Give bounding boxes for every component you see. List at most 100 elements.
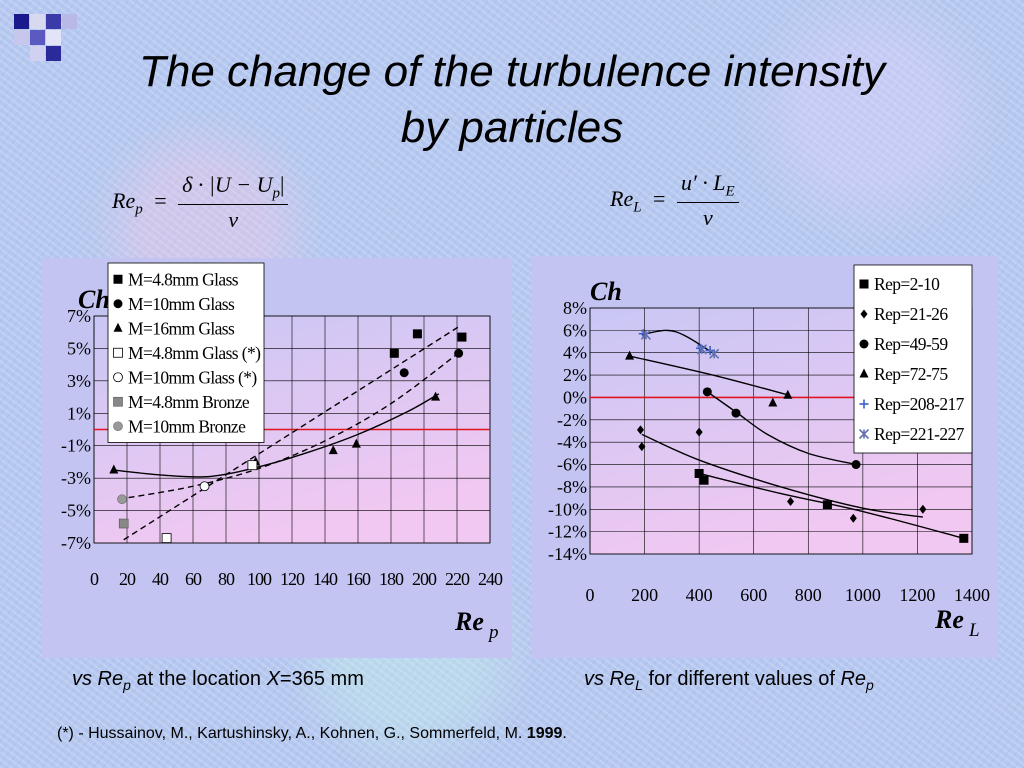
x-tick-label: 100 [247, 569, 272, 589]
caption-italic: vs Re [72, 668, 124, 690]
numerator-sub: E [725, 183, 735, 200]
data-point [640, 329, 652, 340]
x-tick-label: 40 [152, 569, 169, 589]
series-5 [640, 329, 720, 359]
y-tick-label: -10% [548, 499, 587, 519]
x-axis-title-sub: L [968, 620, 980, 641]
x-axis-title-sub: p [487, 622, 499, 643]
series-1 [399, 348, 464, 378]
legend-marker [113, 347, 123, 358]
formula-lhs-sub: L [633, 199, 642, 216]
data-point [851, 460, 861, 470]
series-3 [625, 350, 793, 407]
data-point [959, 533, 969, 543]
legend-entry: Rep=72-75 [874, 364, 948, 384]
legend-marker [858, 428, 870, 440]
title-line-1: The change of the turbulence intensity [138, 47, 886, 96]
formula-numerator: δ · |U − Up| [178, 172, 289, 206]
x-tick-label: 200 [631, 585, 658, 605]
x-tick-label: 600 [740, 585, 767, 605]
data-point [849, 513, 857, 523]
chart-right-panel: 8% 6% 4% 2% 0% -2% -4% -6% -8% -10% -12% -14% 0 200 40… [532, 256, 998, 658]
caption-sub: L [635, 677, 643, 693]
formula-numerator: u′ · LE [676, 170, 739, 204]
legend-entry: Rep=221-227 [874, 424, 965, 444]
series-2 [702, 387, 861, 470]
legend-entry: M=16mm Glass [128, 318, 235, 338]
footnote-year: 1999 [526, 725, 563, 742]
legend-entry: M=4.8mm Glass (*) [128, 343, 261, 363]
legend-marker [859, 368, 869, 378]
data-point [431, 391, 441, 401]
data-point [117, 494, 127, 505]
x-tick-label: 1000 [845, 585, 881, 605]
legend-marker [113, 396, 123, 407]
title-line-2: by particles [400, 103, 624, 152]
x-tick-label: 1400 [954, 585, 990, 605]
y-tick-label: 4% [563, 343, 587, 363]
caption-text-2: =365 mm [279, 668, 364, 690]
data-point [625, 350, 635, 360]
y-tick-label: -8% [557, 477, 587, 497]
data-point [694, 468, 704, 478]
x-tick-label: 120 [280, 569, 305, 589]
data-point [783, 389, 793, 399]
trendline [629, 355, 790, 396]
numerator-text: δ · |U − U [182, 172, 273, 197]
legend-box [107, 262, 265, 443]
footnote-text: (*) - Hussainov, M., Kartushinsky, A., K… [57, 725, 527, 742]
formula-rel: ReL = u′ · LE ν [610, 170, 739, 231]
y-tick-label: 3% [67, 371, 91, 391]
formula-rep: Rep = δ · |U − Up| ν [112, 172, 289, 233]
formula-lhs-main: Re [610, 185, 634, 211]
trendlines [113, 325, 461, 541]
legend: Rep=2-10 Rep=21-26 Rep=49-59 Rep=72-75 Rep=2… [853, 264, 973, 454]
data-point [199, 481, 210, 492]
legend-marker [859, 399, 869, 409]
series-4 [199, 481, 210, 492]
legend-entry: Rep=2-10 [874, 274, 940, 294]
x-tick-label: 1200 [899, 585, 935, 605]
data-point [247, 460, 258, 471]
y-axis-title: Ch [78, 285, 110, 314]
series-3 [161, 460, 258, 544]
x-tick-label: 400 [686, 585, 713, 605]
data-point [822, 500, 832, 510]
caption-italic-re: Re [840, 668, 867, 690]
trendline [706, 391, 857, 466]
y-tick-label: 7% [67, 306, 91, 326]
formula-equals: = [154, 187, 167, 213]
y-tick-label: -6% [557, 455, 587, 475]
data-point [696, 344, 707, 355]
formula-lhs: Rep [112, 187, 143, 217]
deco-square [62, 14, 77, 29]
data-point [702, 387, 712, 397]
deco-square [30, 30, 45, 45]
formula-lhs-main: Re [112, 187, 136, 213]
deco-square [46, 30, 61, 45]
deco-square [14, 14, 29, 29]
caption-left: vs Rep at the location X=365 mm [72, 668, 364, 693]
data-point [768, 397, 778, 407]
footnote-end: . [562, 725, 567, 742]
data-point [457, 332, 467, 342]
legend-box [853, 264, 973, 454]
legend-entry: Rep=208-217 [874, 394, 965, 414]
y-tick-label: -4% [557, 432, 587, 452]
series-0 [694, 468, 969, 543]
caption-text: at the location [130, 668, 267, 690]
series-0 [389, 329, 467, 358]
legend-marker [860, 309, 868, 319]
legend-entry: M=10mm Glass (*) [128, 367, 257, 387]
data-point [161, 533, 172, 544]
legend-marker [113, 421, 123, 432]
chart-left: 7% 5% 3% 1% -1% -3% -5% -7% 0 20 40 60 80 100 120 140 16… [42, 258, 512, 658]
x-tick-label: 220 [445, 569, 470, 589]
data-point [787, 496, 795, 506]
y-tick-label: 8% [563, 298, 587, 318]
data-point [454, 348, 464, 358]
x-tick-label: 240 [478, 569, 503, 589]
x-tick-label: 0 [90, 569, 99, 589]
chart-left-panel: 7% 5% 3% 1% -1% -3% -5% -7% 0 20 40 60 80 100 120 140 16… [42, 258, 512, 658]
chart-right: 8%6% 4%2%0% -2%-4% -6%-8%-10% -12%-14% 0 200 40… [532, 256, 998, 658]
